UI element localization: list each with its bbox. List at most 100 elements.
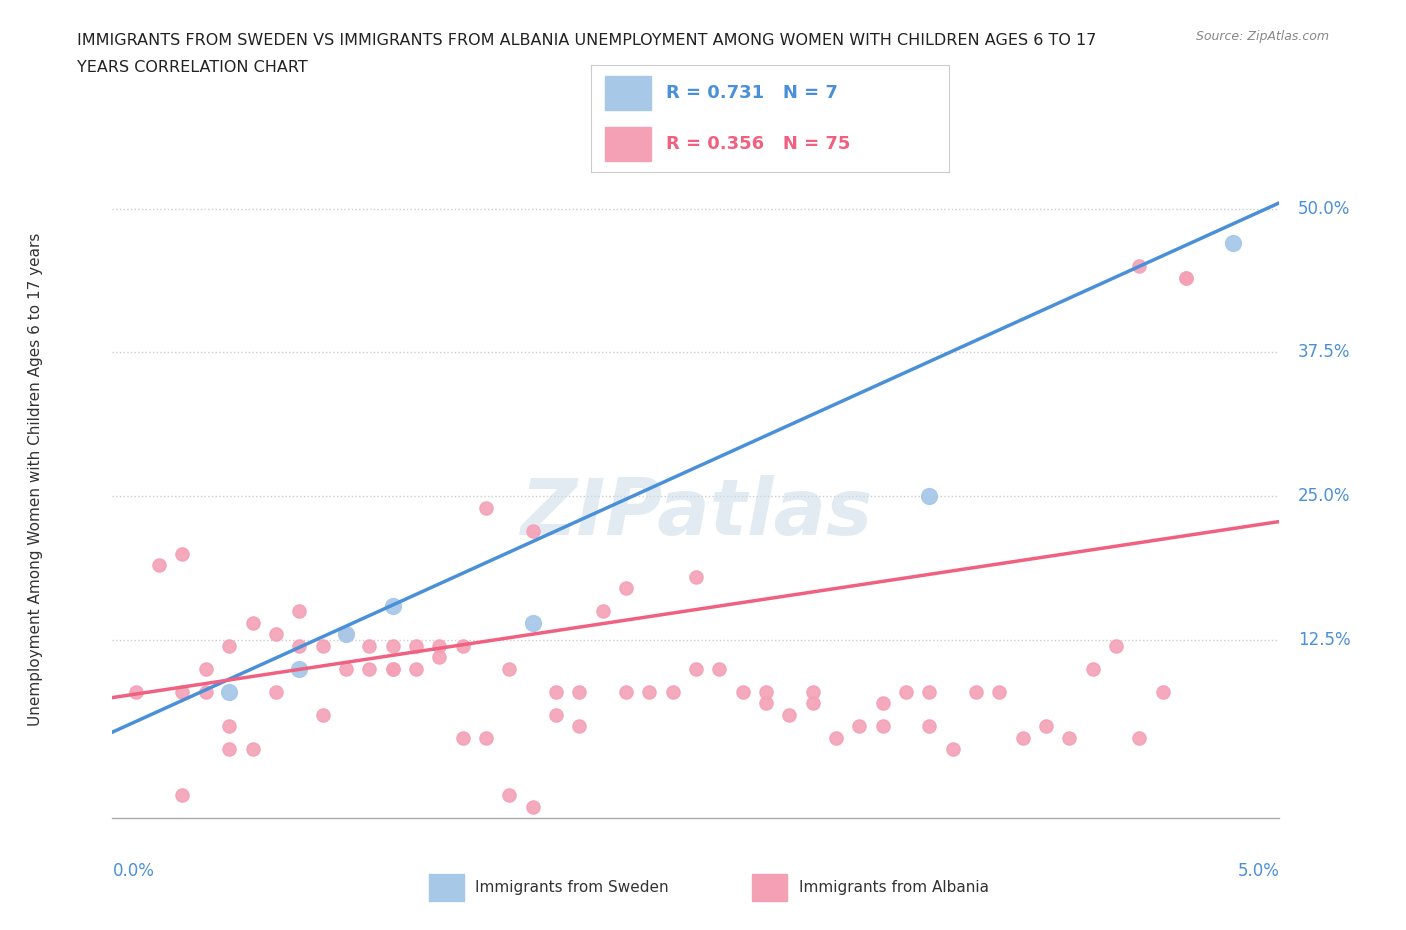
Point bbox=[451, 730, 474, 745]
Point bbox=[755, 684, 778, 699]
Point bbox=[1011, 730, 1033, 745]
Point bbox=[172, 788, 194, 803]
FancyBboxPatch shape bbox=[429, 874, 464, 900]
Point bbox=[172, 546, 194, 561]
Point bbox=[172, 684, 194, 699]
Text: 37.5%: 37.5% bbox=[1298, 343, 1351, 362]
Text: 50.0%: 50.0% bbox=[1298, 200, 1351, 218]
Point bbox=[311, 708, 333, 723]
Point bbox=[264, 627, 287, 642]
Point bbox=[311, 638, 333, 653]
Point bbox=[685, 569, 707, 584]
Point bbox=[381, 598, 404, 613]
Point bbox=[544, 708, 567, 723]
Point bbox=[242, 742, 264, 757]
Point bbox=[1059, 730, 1081, 745]
Point bbox=[1105, 638, 1128, 653]
Point bbox=[194, 684, 217, 699]
Point bbox=[242, 616, 264, 631]
Point bbox=[451, 638, 474, 653]
Point bbox=[918, 719, 941, 734]
Text: Unemployment Among Women with Children Ages 6 to 17 years: Unemployment Among Women with Children A… bbox=[28, 232, 42, 725]
Point bbox=[218, 684, 240, 699]
Text: Immigrants from Sweden: Immigrants from Sweden bbox=[475, 880, 669, 895]
Point bbox=[427, 650, 450, 665]
Point bbox=[778, 708, 800, 723]
Point bbox=[568, 684, 591, 699]
Point bbox=[825, 730, 848, 745]
Text: 12.5%: 12.5% bbox=[1298, 631, 1351, 649]
Text: R = 0.731   N = 7: R = 0.731 N = 7 bbox=[666, 84, 838, 102]
Text: Source: ZipAtlas.com: Source: ZipAtlas.com bbox=[1195, 30, 1329, 43]
Point bbox=[731, 684, 754, 699]
Point bbox=[1128, 730, 1150, 745]
Point bbox=[335, 627, 357, 642]
Text: 0.0%: 0.0% bbox=[112, 862, 155, 880]
Text: YEARS CORRELATION CHART: YEARS CORRELATION CHART bbox=[77, 60, 308, 75]
Point bbox=[1175, 270, 1198, 285]
Point bbox=[661, 684, 683, 699]
Point bbox=[288, 661, 311, 676]
Point bbox=[405, 638, 427, 653]
Point bbox=[381, 638, 404, 653]
FancyBboxPatch shape bbox=[605, 76, 651, 110]
Point bbox=[335, 627, 357, 642]
Point bbox=[848, 719, 870, 734]
Text: 5.0%: 5.0% bbox=[1237, 862, 1279, 880]
Text: ZIPatlas: ZIPatlas bbox=[520, 475, 872, 551]
Point bbox=[405, 661, 427, 676]
Point bbox=[1152, 684, 1174, 699]
Point bbox=[685, 661, 707, 676]
Point bbox=[755, 696, 778, 711]
Point bbox=[381, 661, 404, 676]
Point bbox=[918, 684, 941, 699]
Point bbox=[638, 684, 661, 699]
Point bbox=[218, 638, 240, 653]
Text: 25.0%: 25.0% bbox=[1298, 487, 1351, 505]
Point bbox=[801, 684, 824, 699]
Point bbox=[872, 719, 894, 734]
Point bbox=[522, 800, 544, 815]
Point bbox=[194, 661, 217, 676]
Point bbox=[918, 489, 941, 504]
Point bbox=[381, 661, 404, 676]
Point bbox=[218, 719, 240, 734]
Text: IMMIGRANTS FROM SWEDEN VS IMMIGRANTS FROM ALBANIA UNEMPLOYMENT AMONG WOMEN WITH : IMMIGRANTS FROM SWEDEN VS IMMIGRANTS FRO… bbox=[77, 33, 1097, 47]
Point bbox=[988, 684, 1011, 699]
Text: Immigrants from Albania: Immigrants from Albania bbox=[799, 880, 988, 895]
Point bbox=[894, 684, 917, 699]
Text: R = 0.356   N = 75: R = 0.356 N = 75 bbox=[666, 135, 851, 153]
Point bbox=[359, 638, 381, 653]
Point bbox=[1081, 661, 1104, 676]
Point bbox=[965, 684, 987, 699]
Point bbox=[218, 742, 240, 757]
Point bbox=[1035, 719, 1057, 734]
Point bbox=[264, 684, 287, 699]
Point bbox=[592, 604, 614, 618]
Point bbox=[288, 604, 311, 618]
Point bbox=[1128, 259, 1150, 273]
Point bbox=[498, 661, 520, 676]
Point bbox=[498, 788, 520, 803]
FancyBboxPatch shape bbox=[605, 127, 651, 162]
Point bbox=[475, 730, 498, 745]
Point bbox=[942, 742, 965, 757]
Point bbox=[614, 684, 637, 699]
FancyBboxPatch shape bbox=[752, 874, 787, 900]
Point bbox=[335, 661, 357, 676]
Point bbox=[148, 558, 170, 573]
Point bbox=[475, 500, 498, 515]
Point bbox=[709, 661, 731, 676]
Point bbox=[522, 616, 544, 631]
Point bbox=[125, 684, 148, 699]
Point bbox=[801, 696, 824, 711]
Point bbox=[288, 638, 311, 653]
Point bbox=[1222, 235, 1244, 250]
Point bbox=[614, 581, 637, 596]
Point bbox=[1175, 270, 1198, 285]
Point bbox=[359, 661, 381, 676]
Point bbox=[427, 638, 450, 653]
Point bbox=[544, 684, 567, 699]
Point bbox=[568, 719, 591, 734]
Point bbox=[522, 524, 544, 538]
